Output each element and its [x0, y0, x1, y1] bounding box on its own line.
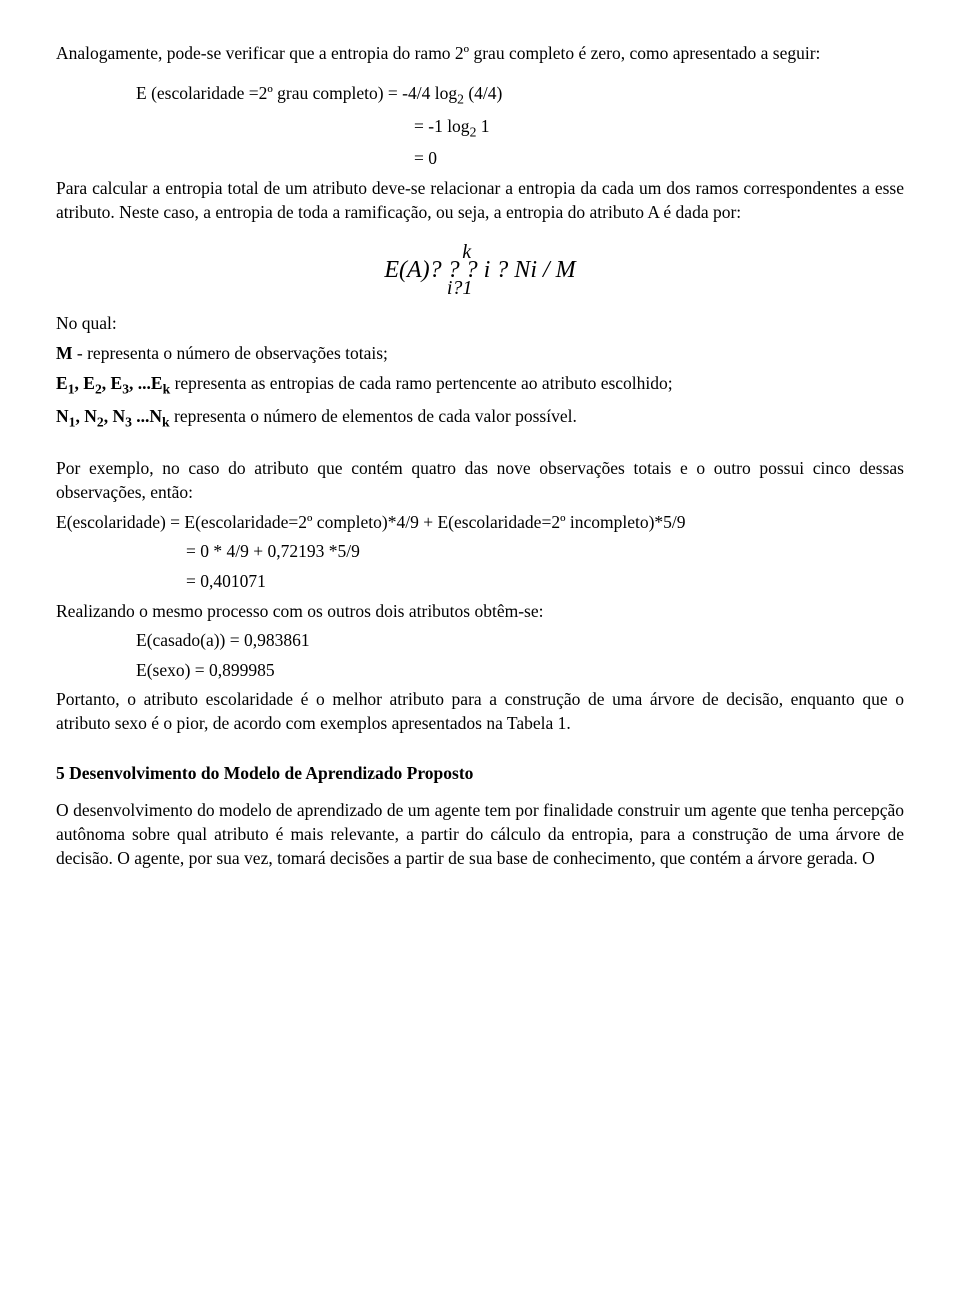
n-s3: 3	[125, 414, 132, 429]
eq1-text: E (escolaridade =2º grau completo) = -4/…	[136, 83, 457, 103]
e-s2: 2	[95, 381, 102, 396]
n-s2: 2	[97, 414, 104, 429]
no-qual: No qual:	[56, 312, 904, 336]
n-m2: , N	[104, 406, 125, 426]
e-m3: , ...E	[129, 373, 163, 393]
eq1-sub: 2	[457, 91, 464, 106]
para-5: = 0 * 4/9 + 0,72193 *5/9	[256, 540, 904, 564]
m-line: M - representa o número de observações t…	[56, 342, 904, 366]
para-2: Para calcular a entropia total de um atr…	[56, 177, 904, 224]
n-m3: ...N	[132, 406, 162, 426]
e-m2: , E	[102, 373, 122, 393]
para-9: E(sexo) = 0,899985	[136, 659, 904, 683]
e-m1: , E	[75, 373, 95, 393]
eq2a-text: = -1 log	[414, 116, 470, 136]
eq2b-text: = 0	[414, 148, 437, 168]
p6-text: = 0,401071	[186, 571, 266, 591]
section-5-title: 5 Desenvolvimento do Modelo de Aprendiza…	[56, 762, 904, 786]
para-8: E(casado(a)) = 0,983861	[136, 629, 904, 653]
p5-text: = 0 * 4/9 + 0,72193 *5/9	[186, 541, 360, 561]
n-sk: k	[162, 414, 170, 429]
eq2a-tail: 1	[476, 116, 489, 136]
formula-i1: i?1	[442, 278, 478, 298]
n-tail: representa o número de elementos de cada…	[170, 406, 577, 426]
para-10: Portanto, o atributo escolaridade é o me…	[56, 688, 904, 735]
formula-left: E(A)?	[384, 258, 441, 282]
m-text: - representa o número de observações tot…	[73, 343, 388, 363]
n-b1: N	[56, 406, 69, 426]
formula-right: i ? Ni / M	[484, 258, 576, 282]
e-line: E1, E2, E3, ...Ek representa as entropia…	[56, 372, 904, 399]
eq-line2b: = 0	[366, 147, 904, 171]
e-tail: representa as entropias de cada ramo per…	[170, 373, 672, 393]
para-3: Por exemplo, no caso do atributo que con…	[56, 457, 904, 504]
para-1: Analogamente, pode-se verificar que a en…	[56, 42, 904, 66]
eq-line1: E (escolaridade =2º grau completo) = -4/…	[136, 82, 904, 109]
para-4: E(escolaridade) = E(escolaridade=2º comp…	[56, 511, 904, 535]
e-s1: 1	[68, 381, 75, 396]
para-7: Realizando o mesmo processo com os outro…	[56, 600, 904, 624]
para-11: O desenvolvimento do modelo de aprendiza…	[56, 799, 904, 870]
para-6: = 0,401071	[256, 570, 904, 594]
formula-block: E(A)? k ? ? i?1 i ? Ni / M	[56, 242, 904, 298]
e-b1: E	[56, 373, 68, 393]
m-bold: M	[56, 343, 73, 363]
n-m1: , N	[75, 406, 96, 426]
eq1-tail: (4/4)	[464, 83, 502, 103]
eq-line2a: = -1 log2 1	[366, 115, 904, 142]
n-line: N1, N2, N3 ...Nk representa o número de …	[56, 405, 904, 432]
